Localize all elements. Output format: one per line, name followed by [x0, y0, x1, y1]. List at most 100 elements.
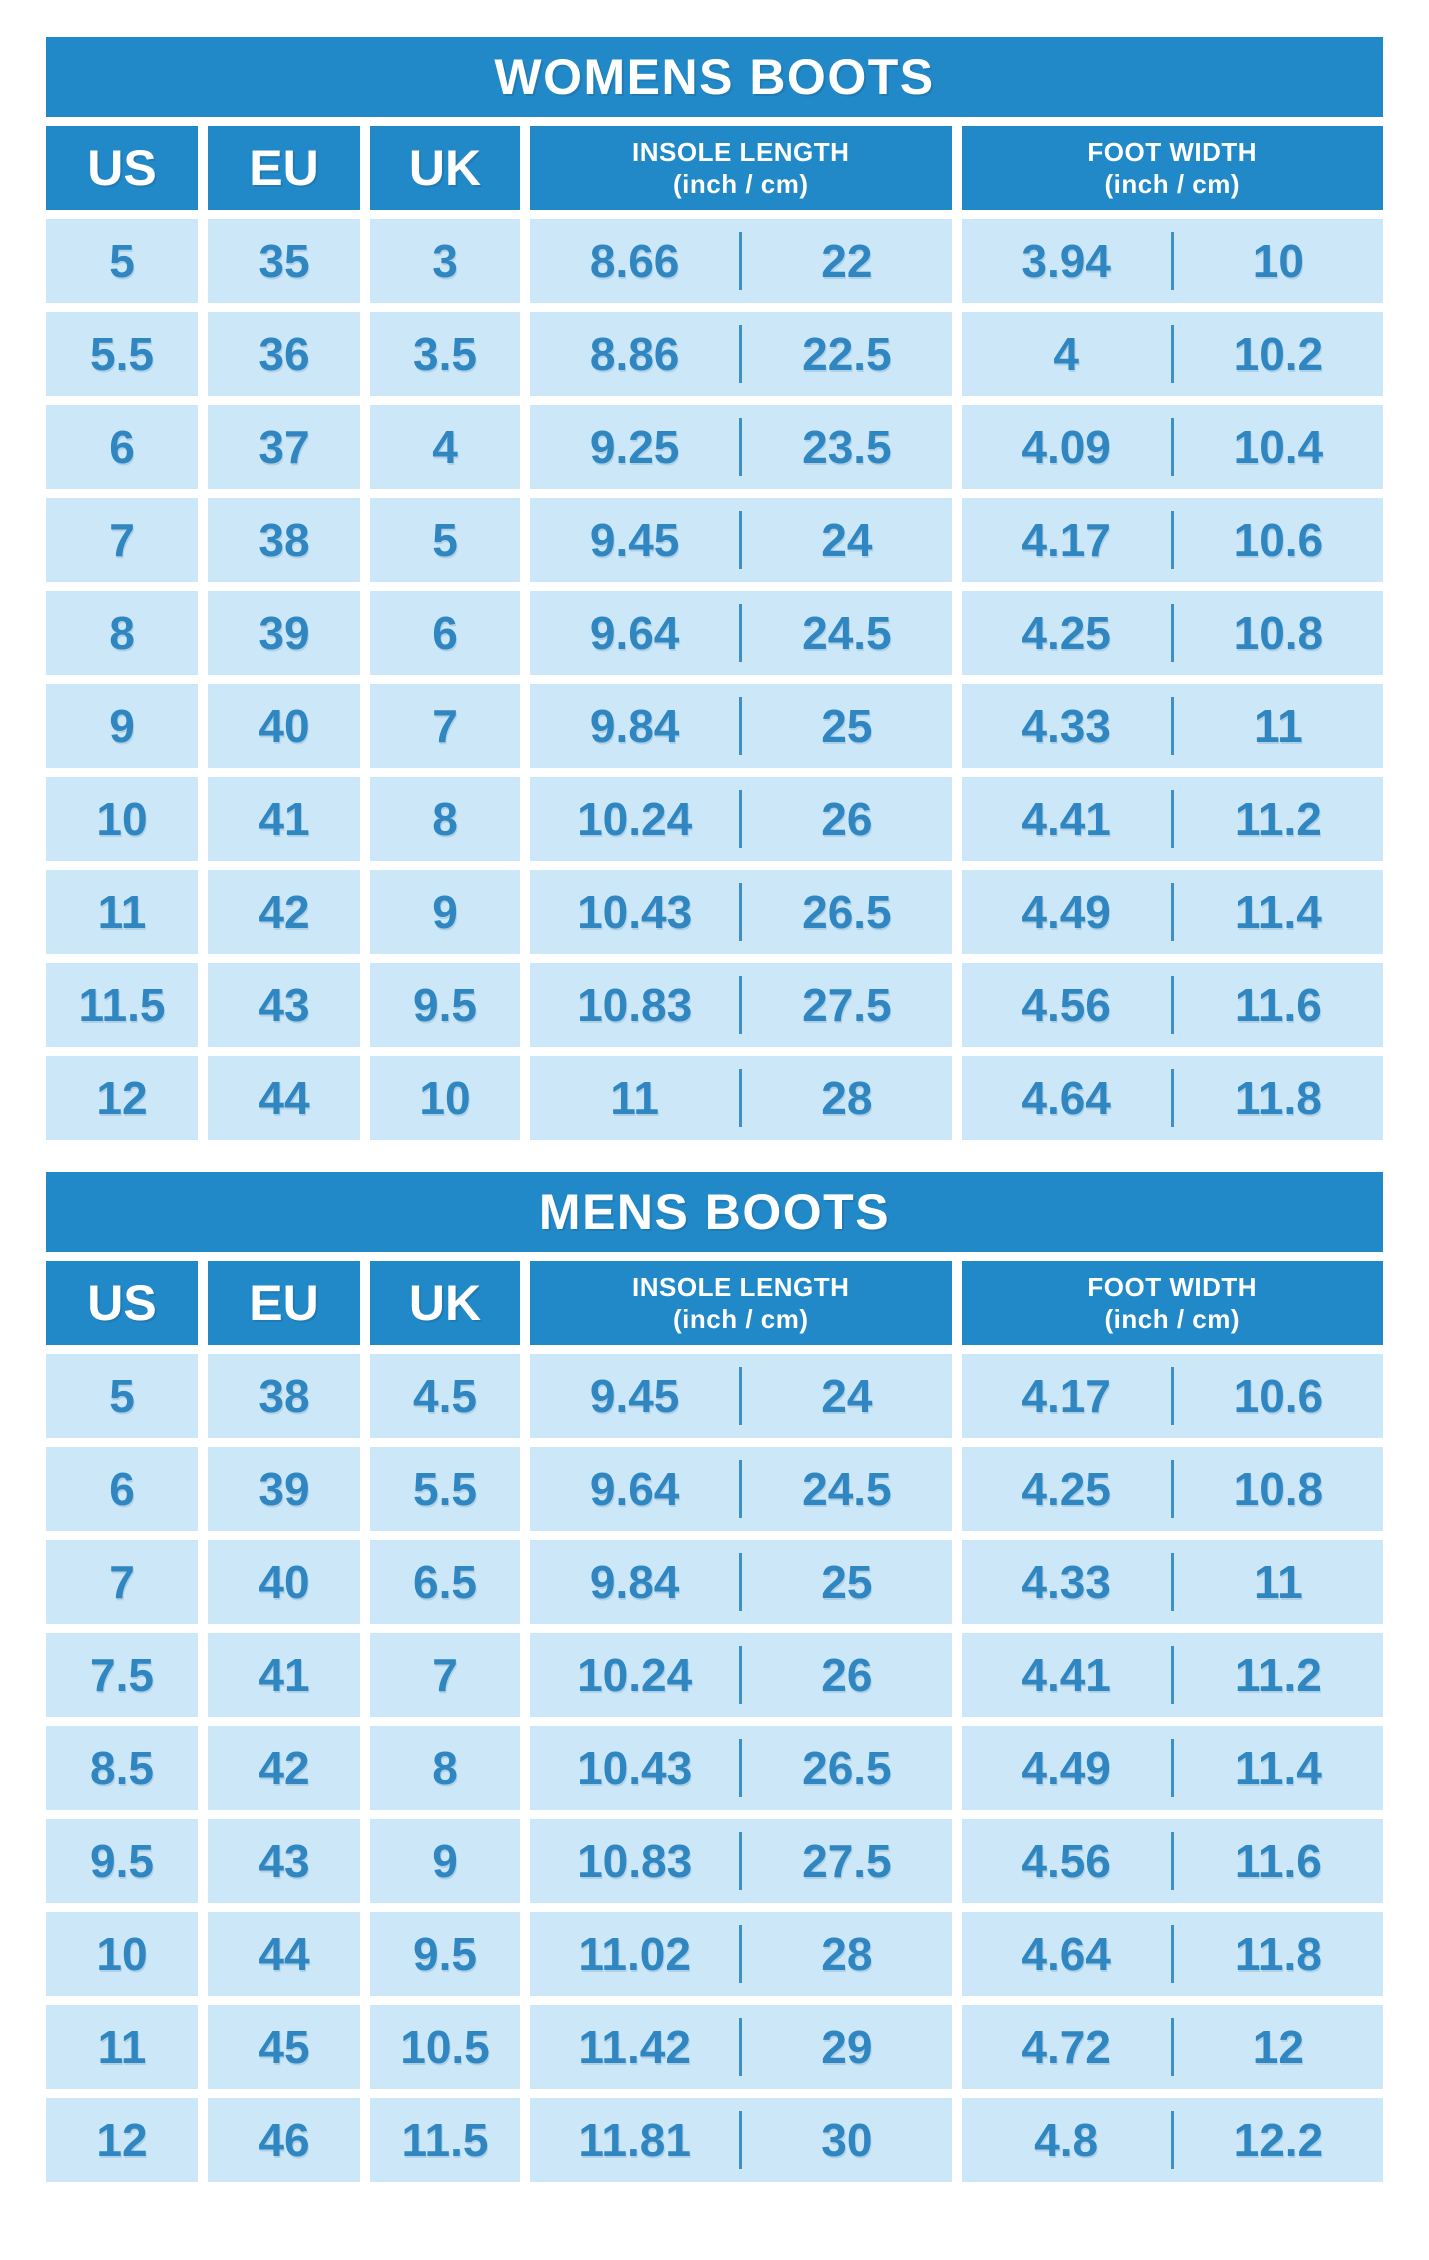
cm-value: 10.4 [1233, 421, 1324, 473]
inch-cm-divider [739, 2018, 743, 2076]
inch-cm-divider [1170, 1739, 1174, 1797]
inch-value: 4.64 [1021, 1928, 1111, 1980]
eu-size-cell: 43 [208, 963, 360, 1047]
cm-value: 26 [821, 1649, 873, 1701]
foot-width-cell: 4 10.2 [961, 312, 1383, 396]
inch-cm-divider [739, 418, 743, 476]
size-row: 10 44 9.5 11.02 28 4.64 11.8 [46, 1912, 1383, 1996]
uk-size-cell: 10 [370, 1056, 520, 1140]
insole-length-units-label: (inch / cm) [672, 1304, 809, 1334]
inch-cm-divider [1170, 325, 1174, 383]
cm-value: 22.5 [802, 328, 892, 380]
womens-column-header-row: US EU UK INSOLE LENGTH (inch / cm) FOOT … [46, 126, 1383, 210]
cm-value: 11.4 [1234, 1742, 1322, 1794]
cm-value: 24.5 [802, 1463, 892, 1515]
inch-cm-divider [1170, 1925, 1174, 1983]
eu-size-cell: 41 [208, 1633, 360, 1717]
size-row: 5 38 4.5 9.45 24 4.17 10.6 [46, 1354, 1383, 1438]
eu-size-cell: 41 [208, 777, 360, 861]
cm-value: 11.6 [1234, 979, 1322, 1031]
inch-cm-divider [739, 1460, 743, 1518]
size-row: 5 35 3 8.66 22 3.94 10 [46, 219, 1383, 303]
inch-value: 9.64 [589, 607, 680, 659]
inch-value: 4.33 [1021, 700, 1111, 752]
cm-value: 26 [821, 793, 873, 845]
col-header-insole-length: INSOLE LENGTH (inch / cm) [530, 1261, 952, 1345]
insole-length-cell: 10.43 26.5 [530, 1726, 952, 1810]
foot-width-cell: 4.8 12.2 [961, 2098, 1383, 2182]
cm-value: 25 [821, 700, 873, 752]
insole-length-cell: 9.25 23.5 [530, 405, 952, 489]
size-row: 11 42 9 10.43 26.5 4.49 11.4 [46, 870, 1383, 954]
insole-length-cell: 9.64 24.5 [530, 1447, 952, 1531]
foot-width-cell: 4.64 11.8 [961, 1056, 1383, 1140]
uk-size-cell: 4 [370, 405, 520, 489]
us-size-cell: 5 [46, 1354, 198, 1438]
inch-value: 4.8 [1034, 2114, 1099, 2166]
inch-cm-divider [1170, 883, 1174, 941]
col-header-uk: UK [370, 1261, 520, 1345]
uk-size-cell: 7 [370, 1633, 520, 1717]
eu-size-cell: 42 [208, 870, 360, 954]
eu-size-cell: 36 [208, 312, 360, 396]
foot-width-cell: 4.41 11.2 [961, 777, 1383, 861]
inch-value: 4.09 [1021, 421, 1111, 473]
us-size-cell: 11 [46, 2005, 198, 2089]
inch-value: 11.81 [578, 2114, 691, 2166]
uk-size-cell: 9.5 [370, 963, 520, 1047]
us-size-cell: 10 [46, 1912, 198, 1996]
foot-width-cell: 4.64 11.8 [961, 1912, 1383, 1996]
foot-width-cell: 4.49 11.4 [961, 870, 1383, 954]
col-header-us: US [46, 126, 198, 210]
inch-cm-divider [739, 1739, 743, 1797]
insole-length-cell: 11.42 29 [530, 2005, 952, 2089]
mens-size-rows: 5 38 4.5 9.45 24 4.17 10.6 6 39 5.5 9.64 24.5 4.25 10… [46, 1354, 1383, 2182]
cm-value: 11.2 [1234, 1649, 1322, 1701]
us-size-cell: 12 [46, 2098, 198, 2182]
foot-width-cell: 4.56 11.6 [961, 963, 1383, 1047]
eu-size-cell: 40 [208, 684, 360, 768]
foot-width-label: FOOT WIDTH [1087, 136, 1258, 167]
insole-length-cell: 10.24 26 [530, 1633, 952, 1717]
cm-value: 27.5 [802, 1835, 892, 1887]
inch-cm-divider [1170, 790, 1174, 848]
uk-size-cell: 11.5 [370, 2098, 520, 2182]
uk-size-cell: 3 [370, 219, 520, 303]
inch-cm-divider [739, 790, 743, 848]
cm-value: 10.6 [1233, 514, 1324, 566]
size-row: 11.5 43 9.5 10.83 27.5 4.56 11.6 [46, 963, 1383, 1047]
foot-width-cell: 3.94 10 [961, 219, 1383, 303]
col-header-uk: UK [370, 126, 520, 210]
inch-value: 8.86 [589, 328, 680, 380]
size-row: 6 37 4 9.25 23.5 4.09 10.4 [46, 405, 1383, 489]
col-header-us: US [46, 1261, 198, 1345]
inch-cm-divider [739, 1069, 743, 1127]
inch-cm-divider [739, 604, 743, 662]
insole-length-label: INSOLE LENGTH [632, 136, 850, 167]
inch-value: 9.45 [589, 1370, 680, 1422]
size-row: 7.5 41 7 10.24 26 4.41 11.2 [46, 1633, 1383, 1717]
foot-width-units-label: (inch / cm) [1104, 169, 1240, 199]
cm-value: 10 [1252, 235, 1304, 287]
inch-value: 4.72 [1021, 2021, 1111, 2073]
us-size-cell: 11 [46, 870, 198, 954]
inch-value: 8.66 [589, 235, 680, 287]
inch-value: 4.33 [1021, 1556, 1111, 1608]
foot-width-cell: 4.25 10.8 [961, 1447, 1383, 1531]
inch-cm-divider [739, 2111, 743, 2169]
uk-size-cell: 5.5 [370, 1447, 520, 1531]
inch-value: 10.24 [577, 793, 693, 845]
cm-value: 24 [821, 514, 873, 566]
eu-size-cell: 39 [208, 1447, 360, 1531]
inch-value: 4.41 [1021, 1649, 1111, 1701]
womens-boots-section: WOMENS BOOTS US EU UK INSOLE LENGTH (inc… [36, 28, 1393, 1149]
insole-length-cell: 10.83 27.5 [530, 963, 952, 1047]
uk-size-cell: 8 [370, 777, 520, 861]
col-header-foot-width: FOOT WIDTH (inch / cm) [961, 126, 1383, 210]
inch-cm-divider [1170, 2111, 1174, 2169]
col-header-insole-length: INSOLE LENGTH (inch / cm) [530, 126, 952, 210]
cm-value: 30 [821, 2114, 873, 2166]
us-size-cell: 11.5 [46, 963, 198, 1047]
eu-size-cell: 44 [208, 1912, 360, 1996]
insole-length-cell: 10.83 27.5 [530, 1819, 952, 1903]
